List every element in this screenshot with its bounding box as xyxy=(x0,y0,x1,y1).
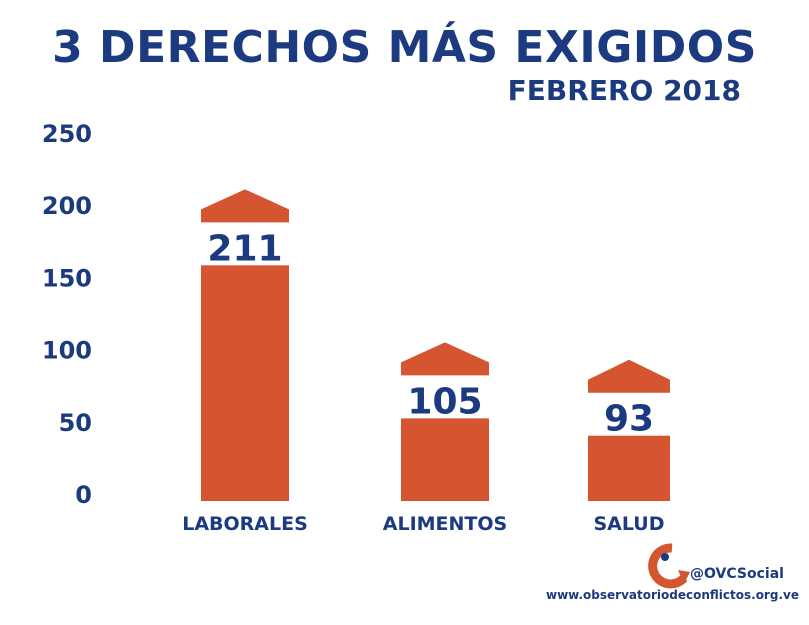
y-tick-label: 250 xyxy=(42,120,92,148)
y-tick-label: 100 xyxy=(42,337,92,365)
bar xyxy=(401,418,489,501)
data-label: 93 xyxy=(604,399,654,440)
bar-cap xyxy=(588,359,670,393)
bar xyxy=(588,435,670,501)
chart-title: 3 DERECHOS MÁS EXIGIDOS xyxy=(52,22,757,73)
y-tick-label: 50 xyxy=(59,409,92,437)
x-tick-label: LABORALES xyxy=(182,513,308,535)
chart-subtitle: FEBRERO 2018 xyxy=(507,74,741,107)
bar-cap xyxy=(201,189,289,223)
bar xyxy=(201,265,289,501)
data-label: 211 xyxy=(207,228,282,269)
website-url: www.observatoriodeconflictos.org.ve xyxy=(546,588,799,602)
y-tick-label: 150 xyxy=(42,264,92,292)
social-handle: @OVCSocial xyxy=(690,566,784,582)
y-tick-label: 0 xyxy=(75,481,92,509)
y-tick-label: 200 xyxy=(42,192,92,220)
data-label: 105 xyxy=(407,381,482,422)
x-tick-label: SALUD xyxy=(593,513,664,535)
x-tick-label: ALIMENTOS xyxy=(383,513,507,535)
bar-cap xyxy=(401,342,489,376)
